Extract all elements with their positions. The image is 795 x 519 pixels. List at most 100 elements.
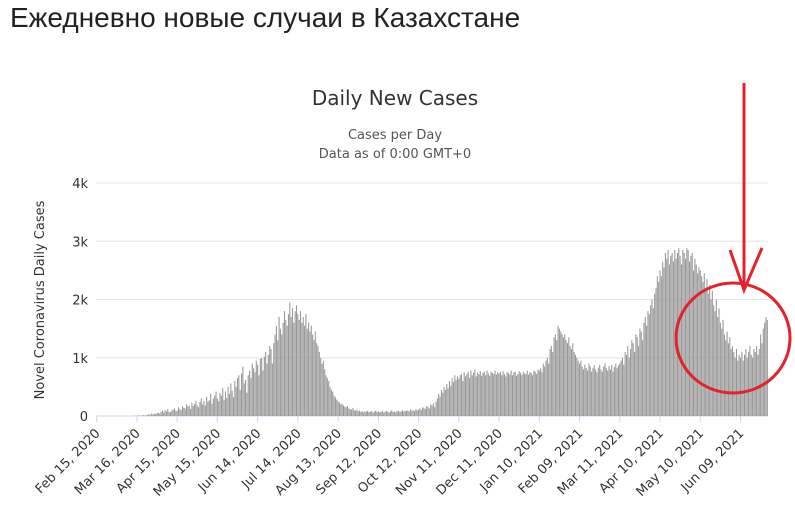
bar xyxy=(224,391,226,416)
bar xyxy=(428,408,430,416)
bar xyxy=(726,331,728,416)
bar xyxy=(718,308,720,416)
bar xyxy=(454,375,456,416)
bar xyxy=(542,363,544,416)
bar xyxy=(235,386,237,416)
bar xyxy=(515,375,518,416)
bar xyxy=(742,360,744,416)
bar xyxy=(207,401,209,416)
bar xyxy=(215,391,217,416)
bar xyxy=(400,411,402,416)
bar xyxy=(686,248,688,416)
bar xyxy=(766,319,768,416)
bar xyxy=(475,376,477,416)
bar xyxy=(584,364,586,416)
bar xyxy=(589,366,591,416)
bar xyxy=(416,410,418,416)
bar xyxy=(541,372,543,416)
bar xyxy=(383,412,385,416)
y-tick-label: 3k xyxy=(72,235,88,250)
bar xyxy=(753,349,755,416)
y-tick-label: 1k xyxy=(72,352,88,367)
bar xyxy=(218,401,220,416)
bar xyxy=(220,395,222,416)
bar xyxy=(196,405,198,416)
bar xyxy=(698,267,700,416)
bar xyxy=(381,410,383,416)
bar xyxy=(262,370,264,416)
bar xyxy=(490,371,492,416)
bar xyxy=(415,409,417,416)
bar xyxy=(451,378,453,416)
bar xyxy=(450,385,452,416)
bar xyxy=(219,392,221,416)
bar xyxy=(404,410,406,416)
bar xyxy=(694,258,696,416)
bar xyxy=(546,357,548,416)
bar xyxy=(294,311,296,416)
bar xyxy=(643,322,645,416)
bar xyxy=(254,372,256,416)
bar xyxy=(762,328,764,416)
bar xyxy=(379,412,381,416)
bar xyxy=(231,390,233,416)
bar xyxy=(153,413,155,416)
bar xyxy=(723,334,725,416)
bar xyxy=(211,403,213,416)
bar xyxy=(302,316,304,416)
bar xyxy=(483,371,485,416)
bar xyxy=(187,406,189,416)
bar xyxy=(148,414,150,416)
bar xyxy=(405,411,408,416)
bar xyxy=(592,368,594,416)
y-tick-label: 0 xyxy=(80,410,88,425)
bar xyxy=(503,374,505,416)
bar xyxy=(530,372,532,416)
bar xyxy=(167,409,169,416)
bar xyxy=(715,299,717,416)
bar xyxy=(180,410,182,416)
bar xyxy=(733,351,735,416)
bar xyxy=(735,349,738,416)
bar xyxy=(249,370,251,416)
bar xyxy=(247,375,249,416)
bar xyxy=(619,363,621,416)
bar xyxy=(748,351,750,416)
bar xyxy=(570,349,573,416)
bar xyxy=(498,373,500,416)
bar xyxy=(561,334,563,416)
bar xyxy=(440,389,442,416)
bar xyxy=(177,407,180,416)
bar xyxy=(583,369,585,416)
bar xyxy=(368,412,370,416)
bar xyxy=(414,411,416,416)
bar xyxy=(364,411,366,416)
bar xyxy=(495,374,497,416)
bar xyxy=(258,375,260,416)
bar xyxy=(513,372,515,416)
bar xyxy=(418,409,420,416)
bar xyxy=(232,397,235,416)
bar xyxy=(227,386,229,416)
bar xyxy=(514,371,516,416)
bar xyxy=(240,373,243,416)
bar xyxy=(242,366,244,416)
bar xyxy=(411,410,413,416)
bar xyxy=(387,411,389,416)
bar xyxy=(458,378,460,416)
bar xyxy=(155,413,157,416)
bar xyxy=(243,383,245,416)
bar xyxy=(397,410,400,416)
bar xyxy=(729,337,731,416)
bar xyxy=(605,368,607,416)
bar xyxy=(635,334,637,416)
bar xyxy=(683,252,685,416)
bar xyxy=(444,389,446,416)
bar xyxy=(157,412,159,416)
bar xyxy=(634,351,636,416)
bar xyxy=(361,411,363,416)
bar xyxy=(204,405,206,416)
bar xyxy=(190,409,192,416)
bar xyxy=(159,413,161,416)
bar xyxy=(494,370,496,416)
